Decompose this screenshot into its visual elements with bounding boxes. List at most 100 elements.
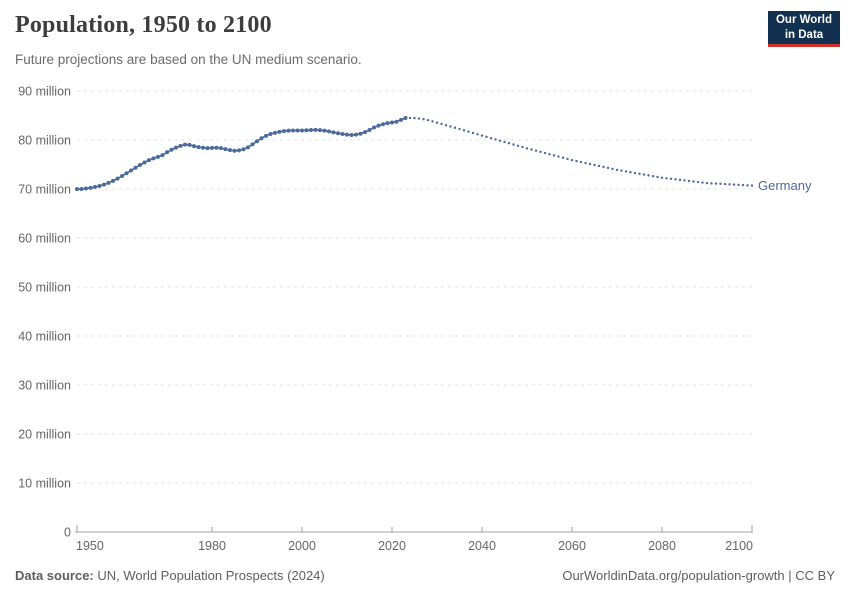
chart-footer: Data source: UN, World Population Prospe… [15,568,835,583]
projection-dot [737,183,740,187]
data-source-note: Data source: UN, World Population Prospe… [15,568,325,583]
projection-dot [683,179,686,182]
projection-dot [435,121,439,124]
projection-dot [453,126,457,129]
data-point [196,145,201,150]
projection-dot [723,182,727,186]
data-point [210,145,214,150]
owid-logo[interactable]: Our World in Data [768,11,840,47]
data-point [102,182,106,187]
data-point [237,148,241,153]
y-axis-labels: 0 10 million 20 million 30 million 40 millio… [18,85,71,540]
projection-dot [507,142,511,145]
y-tick-label: 10 million [18,477,71,491]
data-point [120,173,124,178]
projection-dot [620,169,623,172]
data-point [381,122,385,127]
data-point [376,123,381,128]
projection-dot [444,124,448,127]
projection-dot [579,160,583,164]
data-source-label: Data source: [15,568,94,583]
x-tick-label: 2020 [378,539,406,553]
projection-dot [426,118,430,122]
projection-dot [458,127,461,131]
projection-dot [561,156,565,159]
series-historical [75,116,408,192]
data-point [147,158,151,163]
y-tick-label: 50 million [18,281,71,295]
projection-dot [422,118,425,121]
projection-dot [471,131,475,135]
projection-dot [593,163,596,167]
data-point [403,116,408,121]
data-point [349,132,354,137]
data-point [354,132,358,137]
data-point [390,120,394,125]
data-point [309,128,313,133]
data-point [295,128,300,133]
projection-dot [543,151,547,155]
y-tick-label: 40 million [18,330,71,344]
data-source-text: UN, World Population Prospects (2024) [93,568,325,583]
projection-dot [741,183,745,187]
data-point [106,180,111,185]
projection-dot [674,178,677,181]
x-tick-label: 2040 [468,539,496,553]
projection-dot [530,148,533,151]
credit-note: OurWorldinData.org/population-growth | C… [562,568,835,583]
projection-dot [606,166,610,170]
y-tick-label: 70 million [18,183,71,197]
x-tick-label: 1950 [76,539,104,553]
projection-dot [525,147,529,150]
projection-dot [633,171,637,175]
data-point [250,142,255,147]
data-point [363,130,367,135]
projection-dot [588,162,592,166]
owid-article-link[interactable]: OurWorldinData.org/population-growth [562,568,785,583]
data-point [151,156,156,161]
data-point [228,148,232,153]
data-point [223,147,228,152]
projection-dot [521,145,524,149]
projection-dot [557,155,560,158]
data-point [273,130,277,135]
y-tick-label: 90 million [18,85,71,99]
projection-dot [705,181,709,185]
projection-dot [647,174,650,177]
data-point [174,145,178,150]
data-point [286,128,291,133]
data-point [394,119,399,124]
projection-dot [665,177,668,180]
projection-dot [728,183,731,186]
projection-dot [602,165,605,169]
data-point [232,148,237,153]
entity-label-germany[interactable]: Germany [758,178,812,193]
data-point [327,129,331,134]
data-point [277,129,282,134]
projection-dot [651,174,655,178]
data-point [331,130,336,135]
data-point [84,186,88,191]
data-point [79,186,84,191]
projection-dot [629,171,632,174]
projection-dot [584,161,587,165]
projection-dot [498,139,502,142]
projection-dot [656,175,659,179]
data-point [205,146,210,151]
data-point [115,176,120,181]
y-tick-label: 20 million [18,428,71,442]
projection-dot [480,134,484,137]
data-point [160,153,165,158]
data-point [385,121,390,126]
projection-dot [476,133,479,136]
page-title: Population, 1950 to 2100 [15,12,272,38]
data-point [367,127,372,132]
projection-dot [489,136,493,140]
projection-dot [687,179,691,183]
x-tick-label: 2100 [725,539,753,553]
data-point [372,125,376,130]
data-point [183,142,187,147]
series-projection [408,116,754,187]
projection-dot [678,178,682,182]
